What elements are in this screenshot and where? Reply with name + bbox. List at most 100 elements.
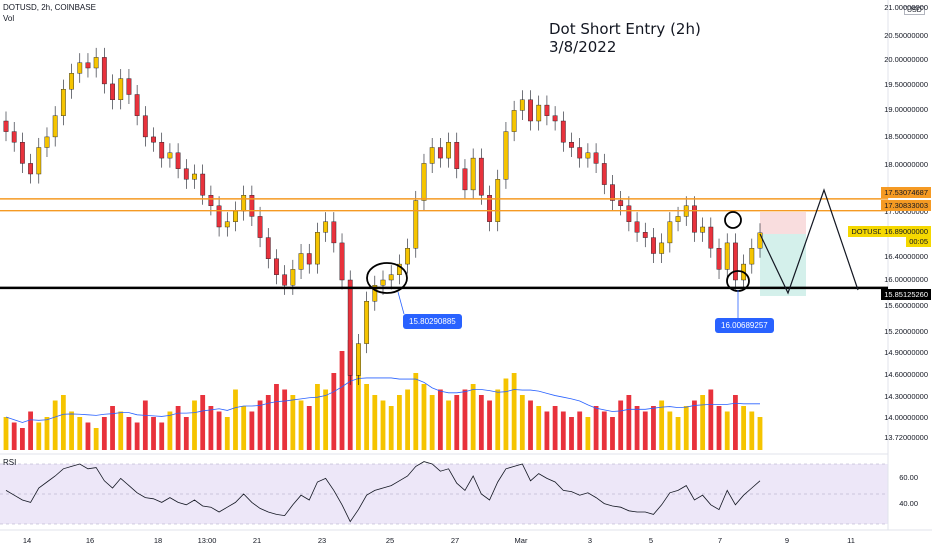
volume-bar [44,417,50,450]
volume-bar [200,395,206,450]
volume-bar [659,400,665,450]
candle-body [298,253,304,270]
volume-bar [560,411,566,450]
target-zone [760,212,806,234]
candle-body [151,136,156,143]
volume-bar [683,406,689,450]
candle-body [331,221,337,244]
price-tick-label: 20.50000000 [884,31,928,40]
volume-bar [716,406,722,450]
volume-bar [544,411,550,450]
volume-bar [257,400,263,450]
volume-bar [642,411,648,450]
candle-body [405,247,410,265]
price-tick-label: 19.50000000 [884,80,928,89]
volume-bar [708,389,714,450]
volume-bar [60,395,66,450]
price-tick-label: 18.50000000 [884,132,928,141]
candle-body [142,115,148,138]
candle-body [249,194,255,217]
time-tick-label: 23 [317,536,327,545]
candle-body [3,120,9,132]
volume-bar [651,406,656,450]
candle-body [36,147,42,175]
volume-bar [470,384,476,450]
rsi-pane-label: RSI [3,458,17,467]
volume-bar [601,411,607,450]
price-tick-label: 17.00000000 [884,207,928,216]
candles [3,47,763,385]
volume-bar [585,417,591,450]
volume-bar [569,417,574,450]
volume-bar [610,417,615,450]
volume-bar [19,428,25,450]
volume-bar [69,411,74,450]
resistance-tag-lower: 17.30833003 [881,200,931,211]
price-tick-label: 14.00000000 [884,413,928,422]
countdown-tag: 00:05 [906,236,931,247]
candle-body [134,94,140,116]
candle-body [692,205,697,233]
candle-body [118,78,124,100]
candle-body [175,152,181,169]
candle-body [642,232,648,238]
price-tick-label: 16.40000000 [884,252,928,261]
time-tick-label: 5 [648,536,654,545]
volume-bar [437,389,443,450]
price-tick-label: 19.00000000 [884,105,928,114]
candle-body [192,173,197,180]
volume-bar [503,378,509,450]
time-tick-label: Mar [514,536,528,545]
volume-bar [52,400,58,450]
candle-body [503,131,509,180]
candle-body [216,205,222,228]
candle-body [528,99,533,122]
time-tick-label: 21 [252,536,262,545]
current-price-tag: 16.89000000 [881,226,931,237]
volume-bar [372,395,378,450]
annotation-title: Dot Short Entry (2h) [549,20,701,38]
candle-body [749,247,755,265]
volume-bar [495,389,501,450]
volume-bar [274,384,279,450]
candle-body [347,279,353,376]
candle-body [601,163,607,185]
candle-body [282,274,288,286]
currency-badge[interactable]: USD [904,6,925,15]
candle-body [208,194,214,206]
candle-body [429,147,435,164]
candle-body [11,131,17,143]
candle-body [454,141,460,169]
volume-bar [528,400,533,450]
time-tick-label: 9 [784,536,790,545]
volume-bar [388,406,394,450]
candle-body [519,99,525,111]
volume-bar [626,395,632,450]
candle-body [339,242,345,281]
annotation-date: 3/8/2022 [549,38,617,56]
volume-bar [380,400,386,450]
current-symbol-tag: DOTUSD [848,226,886,237]
time-tick-label: 3 [587,536,593,545]
volume-bar [749,411,755,450]
candle-body [274,258,279,275]
candle-body [323,221,329,233]
price-tick-label: 15.60000000 [884,301,928,310]
candle-body [618,200,624,207]
time-tick-label: 18 [153,536,163,545]
candle-body [552,115,558,122]
candle-body [560,120,566,143]
price-tick-label: 15.20000000 [884,327,928,336]
volume-bar [167,411,173,450]
volume-bar [233,389,238,450]
candle-body [388,274,394,281]
time-tick-label: 13:00 [197,536,217,545]
candle-body [413,200,419,249]
candle-body [364,301,370,344]
volume-bar [208,406,214,450]
price-label-left-low: 15.80290885 [403,314,462,329]
volume-bar [446,400,451,450]
volume-bar [142,400,148,450]
volume-pane-label: Vol [3,14,15,23]
